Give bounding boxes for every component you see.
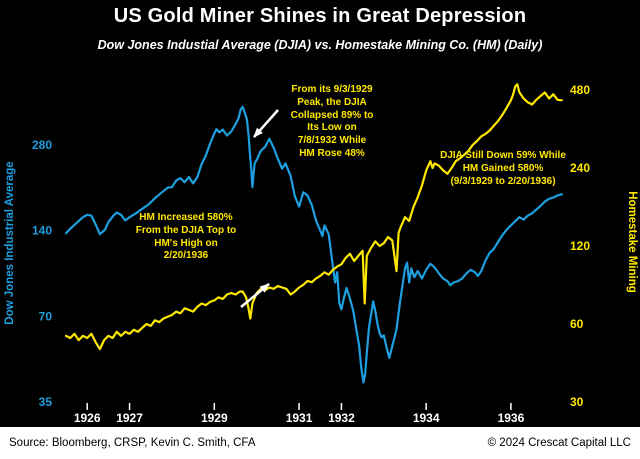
left-tick-label: 280	[32, 138, 52, 152]
x-tick-label: 1926	[74, 411, 101, 425]
chart-subtitle: Dow Jones Industial Average (DJIA) vs. H…	[97, 38, 543, 52]
x-tick-label: 1929	[201, 411, 228, 425]
footer-bar: Source: Bloomberg, CRSP, Kevin C. Smith,…	[0, 427, 640, 459]
source-text: Source: Bloomberg, CRSP, Kevin C. Smith,…	[9, 437, 256, 449]
annotation-djia-still-down: DJIA Still Down 59% While HM Gained 580%…	[440, 150, 566, 187]
right-tick-label: 480	[570, 83, 590, 97]
left-axis-title: Dow Jones Industrial Average	[4, 161, 16, 324]
djia-line	[64, 105, 563, 384]
x-tick-label: 1934	[413, 411, 440, 425]
x-tick-label: 1931	[286, 411, 313, 425]
left-tick-label: 35	[39, 395, 53, 409]
left-axis: 280 140 70 35	[32, 138, 52, 409]
hm-line	[64, 83, 563, 351]
left-tick-label: 70	[39, 309, 53, 323]
arrow-to-djia-peak	[253, 109, 279, 138]
arrow-to-hm-line	[240, 283, 270, 308]
x-tick-label: 1932	[328, 411, 355, 425]
chart-title: US Gold Miner Shines in Great Depression	[113, 5, 527, 27]
annotation-hm-increase: HM Increased 580% From the DJIA Top to H…	[135, 212, 237, 262]
copyright-text: © 2024 Crescat Capital LLC	[487, 437, 631, 449]
right-tick-label: 30	[570, 395, 584, 409]
right-tick-label: 240	[570, 161, 590, 175]
right-axis-title: Homestake Mining	[626, 191, 638, 293]
x-tick-label: 1927	[116, 411, 143, 425]
chart-canvas: 1926 1927 1929 1931 1932 1934 1936 2801407035 …	[4, 83, 638, 425]
right-tick-label: 60	[570, 317, 584, 331]
left-tick-label: 140	[32, 224, 52, 238]
right-tick-label: 120	[570, 239, 590, 253]
x-tick-label: 1936	[498, 411, 525, 425]
annotation-djia-collapse: From its 9/3/1929 Peak, the DJIA Collaps…	[290, 84, 374, 159]
right-axis: 480 240 120 60 30	[570, 83, 590, 409]
x-axis: 1926 1927 1929 1931 1932 1934 1936	[74, 403, 525, 425]
annotation-arrows	[240, 109, 279, 308]
